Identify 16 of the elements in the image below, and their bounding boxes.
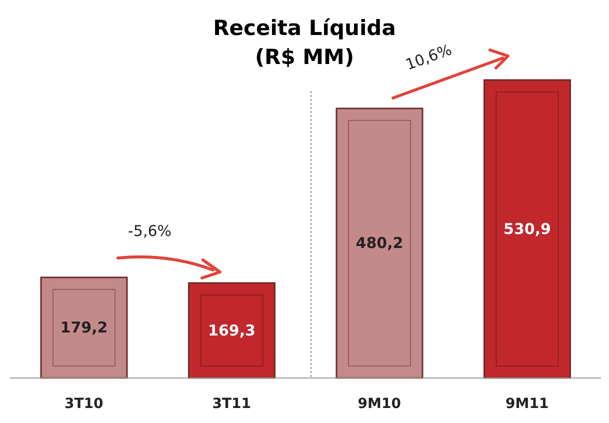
text: 10,6% xyxy=(403,40,454,74)
bar xyxy=(336,108,424,379)
data-label: 179,2 xyxy=(60,318,108,337)
x-tick-label: 9M10 xyxy=(358,396,402,412)
annotation: -5,6% xyxy=(128,222,172,240)
bar xyxy=(40,276,128,379)
x-tick-label: 3T10 xyxy=(64,396,104,412)
x-tick-label: 3T11 xyxy=(212,396,252,412)
chart-subtitle: (R$ MM) xyxy=(254,45,354,69)
x-tick-label: 9M11 xyxy=(506,396,549,412)
bar xyxy=(484,79,571,379)
data-label: 480,2 xyxy=(356,234,404,252)
chart-title: Receita Líquida xyxy=(213,16,396,40)
data-label: 530,9 xyxy=(504,220,551,238)
bar xyxy=(188,282,276,379)
data-label: 169,3 xyxy=(208,321,256,340)
